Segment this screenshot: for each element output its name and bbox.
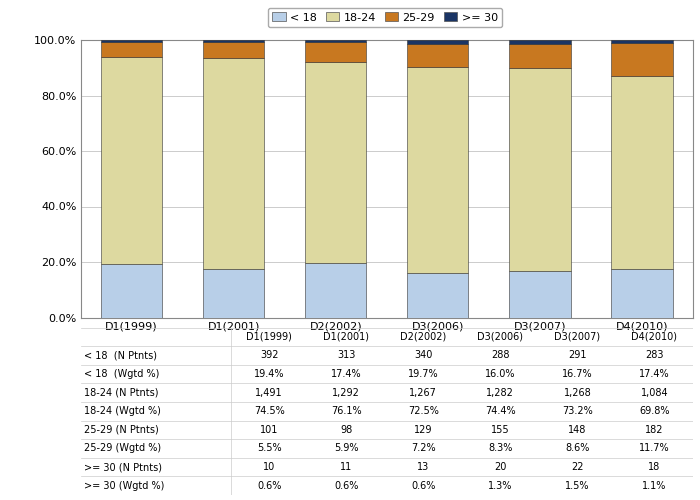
Text: >= 30 (N Ptnts): >= 30 (N Ptnts) bbox=[83, 462, 162, 472]
Bar bbox=[305, 62, 366, 263]
Text: 392: 392 bbox=[260, 350, 279, 360]
Text: 18-24 (N Ptnts): 18-24 (N Ptnts) bbox=[83, 388, 158, 398]
Text: 0.6%: 0.6% bbox=[257, 480, 281, 490]
Text: 1,292: 1,292 bbox=[332, 388, 360, 398]
Text: D3(2006): D3(2006) bbox=[477, 332, 524, 342]
Bar bbox=[510, 271, 570, 318]
Text: 69.8%: 69.8% bbox=[639, 406, 670, 416]
Text: 72.5%: 72.5% bbox=[408, 406, 439, 416]
Bar bbox=[407, 44, 468, 66]
Bar bbox=[611, 40, 673, 43]
Text: 1.1%: 1.1% bbox=[643, 480, 666, 490]
Text: 98: 98 bbox=[340, 425, 352, 435]
Text: 73.2%: 73.2% bbox=[562, 406, 593, 416]
Bar bbox=[305, 42, 366, 62]
Text: < 18  (N Ptnts): < 18 (N Ptnts) bbox=[83, 350, 157, 360]
Text: 0.6%: 0.6% bbox=[334, 480, 358, 490]
Text: >= 30 (Wgtd %): >= 30 (Wgtd %) bbox=[83, 480, 164, 490]
Bar bbox=[611, 76, 673, 269]
Text: 1,084: 1,084 bbox=[640, 388, 668, 398]
Text: 11.7%: 11.7% bbox=[639, 444, 670, 454]
Text: 101: 101 bbox=[260, 425, 279, 435]
Text: D4(2010): D4(2010) bbox=[631, 332, 678, 342]
Text: 340: 340 bbox=[414, 350, 433, 360]
Text: 74.5%: 74.5% bbox=[253, 406, 284, 416]
Text: 11: 11 bbox=[340, 462, 352, 472]
Bar bbox=[101, 57, 162, 264]
Bar bbox=[101, 264, 162, 318]
Text: 19.7%: 19.7% bbox=[408, 369, 439, 379]
Bar bbox=[101, 42, 162, 57]
Text: 20: 20 bbox=[494, 462, 507, 472]
Legend: < 18, 18-24, 25-29, >= 30: < 18, 18-24, 25-29, >= 30 bbox=[268, 8, 502, 27]
Bar bbox=[203, 42, 265, 58]
Text: 1.3%: 1.3% bbox=[488, 480, 512, 490]
Bar bbox=[203, 40, 265, 42]
Bar bbox=[407, 40, 468, 43]
Text: 13: 13 bbox=[417, 462, 429, 472]
Text: 18-24 (Wgtd %): 18-24 (Wgtd %) bbox=[83, 406, 160, 416]
Text: D3(2007): D3(2007) bbox=[554, 332, 601, 342]
Bar bbox=[510, 44, 570, 68]
Text: 10: 10 bbox=[263, 462, 275, 472]
Bar bbox=[611, 43, 673, 76]
Text: 283: 283 bbox=[645, 350, 664, 360]
Text: 313: 313 bbox=[337, 350, 356, 360]
Text: D1(1999): D1(1999) bbox=[246, 332, 292, 342]
Bar bbox=[101, 40, 162, 42]
Text: 129: 129 bbox=[414, 425, 433, 435]
Bar bbox=[407, 273, 468, 318]
Text: 5.5%: 5.5% bbox=[257, 444, 281, 454]
Text: 1,282: 1,282 bbox=[486, 388, 514, 398]
Text: 182: 182 bbox=[645, 425, 664, 435]
Text: 288: 288 bbox=[491, 350, 510, 360]
Text: 16.0%: 16.0% bbox=[485, 369, 516, 379]
Text: 291: 291 bbox=[568, 350, 587, 360]
Text: 17.4%: 17.4% bbox=[639, 369, 670, 379]
Text: D1(2001): D1(2001) bbox=[323, 332, 369, 342]
Text: 155: 155 bbox=[491, 425, 510, 435]
Bar bbox=[305, 263, 366, 318]
Text: 18: 18 bbox=[648, 462, 661, 472]
Bar bbox=[203, 58, 265, 269]
Bar bbox=[305, 40, 366, 42]
Text: 148: 148 bbox=[568, 425, 587, 435]
Text: 16.7%: 16.7% bbox=[562, 369, 593, 379]
Text: 1,267: 1,267 bbox=[410, 388, 438, 398]
Text: 25-29 (N Ptnts): 25-29 (N Ptnts) bbox=[83, 425, 158, 435]
Text: 17.4%: 17.4% bbox=[331, 369, 361, 379]
Bar bbox=[611, 269, 673, 318]
Text: 5.9%: 5.9% bbox=[334, 444, 358, 454]
Text: 1,491: 1,491 bbox=[256, 388, 283, 398]
Text: 1.5%: 1.5% bbox=[565, 480, 589, 490]
Text: 76.1%: 76.1% bbox=[331, 406, 361, 416]
Text: < 18  (Wgtd %): < 18 (Wgtd %) bbox=[83, 369, 159, 379]
Bar bbox=[203, 269, 265, 318]
Text: 19.4%: 19.4% bbox=[254, 369, 284, 379]
Text: 22: 22 bbox=[571, 462, 584, 472]
Text: 0.6%: 0.6% bbox=[411, 480, 435, 490]
Text: 8.6%: 8.6% bbox=[565, 444, 589, 454]
Text: 1,268: 1,268 bbox=[564, 388, 592, 398]
Text: 74.4%: 74.4% bbox=[485, 406, 516, 416]
Bar bbox=[407, 66, 468, 273]
Bar bbox=[510, 68, 570, 271]
Bar bbox=[510, 40, 570, 44]
Text: 7.2%: 7.2% bbox=[411, 444, 435, 454]
Text: 8.3%: 8.3% bbox=[488, 444, 512, 454]
Text: D2(2002): D2(2002) bbox=[400, 332, 447, 342]
Text: 25-29 (Wgtd %): 25-29 (Wgtd %) bbox=[83, 444, 161, 454]
